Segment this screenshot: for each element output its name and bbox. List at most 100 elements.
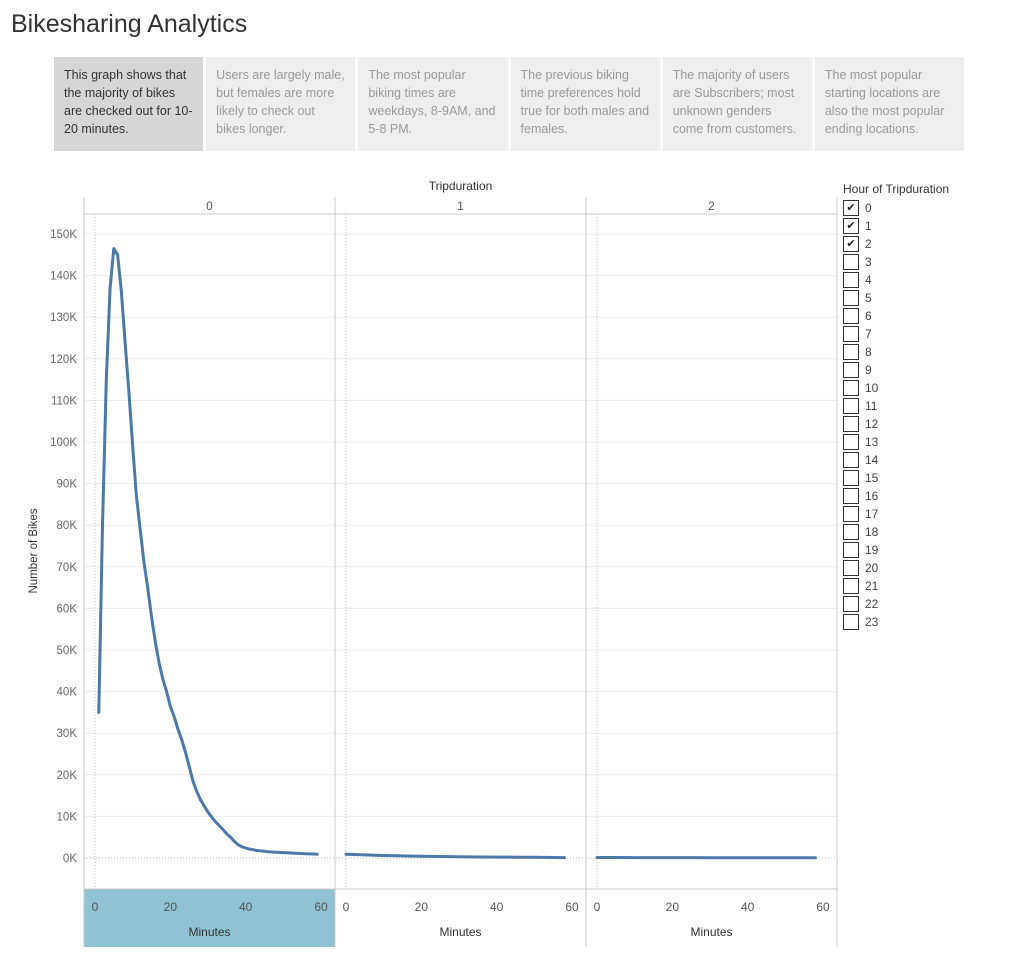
x-tick-label: 60	[565, 900, 579, 914]
hour-filter-item-16[interactable]: 16	[843, 487, 878, 505]
hour-filter-item-17[interactable]: 17	[843, 505, 878, 523]
checkbox-icon[interactable]	[843, 488, 859, 504]
hour-filter-item-2[interactable]: ✔ 2	[843, 235, 878, 253]
hour-filter-item-5[interactable]: 5	[843, 289, 878, 307]
hour-filter-item-19[interactable]: 19	[843, 541, 878, 559]
checkbox-icon[interactable]	[843, 362, 859, 378]
hour-filter-label: 9	[865, 363, 872, 377]
checkbox-icon[interactable]	[843, 290, 859, 306]
x-tick-label: 20	[415, 900, 429, 914]
hour-filter-label: 17	[865, 507, 879, 521]
y-tick-label: 50K	[57, 645, 78, 657]
hour-filter-item-7[interactable]: 7	[843, 325, 878, 343]
checkbox-checked-icon[interactable]: ✔	[843, 218, 859, 234]
checkbox-icon[interactable]	[843, 344, 859, 360]
hour-filter-item-0[interactable]: ✔ 0	[843, 199, 878, 217]
checkbox-checked-icon[interactable]: ✔	[843, 236, 859, 252]
hour-filter-label: 5	[865, 291, 872, 305]
checkbox-icon[interactable]	[843, 380, 859, 396]
hour-filter-item-8[interactable]: 8	[843, 343, 878, 361]
checkbox-icon[interactable]	[843, 578, 859, 594]
x-axis-title: Minutes	[188, 925, 230, 939]
x-axis-title: Minutes	[439, 925, 481, 939]
hour-filter-item-18[interactable]: 18	[843, 523, 878, 541]
checkbox-icon[interactable]	[843, 326, 859, 342]
hour-filter-label: 15	[865, 471, 879, 485]
hour-filter-label: 21	[865, 579, 879, 593]
x-tick-label: 0	[594, 900, 601, 914]
y-tick-label: 60K	[57, 603, 78, 615]
y-tick-label: 20K	[57, 770, 78, 782]
x-tick-label: 60	[816, 900, 830, 914]
hour-filter-item-10[interactable]: 10	[843, 379, 878, 397]
y-tick-label: 40K	[57, 687, 78, 699]
panel-header-label: 0	[206, 199, 213, 213]
hour-filter-label: 22	[865, 597, 879, 611]
x-tick-label: 40	[741, 900, 755, 914]
series-line-hour-0	[97, 247, 319, 856]
story-point-1[interactable]: This graph shows that the majority of bi…	[54, 57, 204, 151]
checkbox-icon[interactable]	[843, 416, 859, 432]
series-line-hour-1	[344, 852, 566, 860]
hour-filter-label: 8	[865, 345, 872, 359]
hour-filter-item-22[interactable]: 22	[843, 595, 878, 613]
hour-filter-label: 20	[865, 561, 879, 575]
hour-filter-label: 4	[865, 273, 872, 287]
hour-filter-item-14[interactable]: 14	[843, 451, 878, 469]
checkbox-icon[interactable]	[843, 308, 859, 324]
y-tick-label: 70K	[57, 562, 78, 574]
hour-filter-label: 0	[865, 201, 872, 215]
column-header-title: Tripduration	[429, 179, 493, 193]
hour-filter-label: 13	[865, 435, 879, 449]
hour-filter-item-9[interactable]: 9	[843, 361, 878, 379]
checkbox-icon[interactable]	[843, 506, 859, 522]
y-tick-label: 120K	[50, 354, 77, 366]
hour-filter-label: 19	[865, 543, 879, 557]
panel-header-label: 1	[457, 199, 464, 213]
x-tick-label: 60	[314, 900, 328, 914]
checkbox-icon[interactable]	[843, 398, 859, 414]
y-tick-label: 0K	[63, 853, 77, 865]
hour-filter-label: 14	[865, 453, 879, 467]
hour-filter-item-23[interactable]: 23	[843, 613, 878, 631]
y-tick-label: 30K	[57, 728, 78, 740]
checkbox-icon[interactable]	[843, 254, 859, 270]
hour-filter-item-6[interactable]: 6	[843, 307, 878, 325]
x-tick-label: 20	[164, 900, 178, 914]
highlighted-axis-band	[84, 889, 335, 947]
checkbox-icon[interactable]	[843, 272, 859, 288]
hour-filter-item-4[interactable]: 4	[843, 271, 878, 289]
hour-filter-item-3[interactable]: 3	[843, 253, 878, 271]
checkbox-checked-icon[interactable]: ✔	[843, 200, 859, 216]
x-tick-label: 20	[666, 900, 680, 914]
hour-filter-label: 18	[865, 525, 879, 539]
checkbox-icon[interactable]	[843, 596, 859, 612]
y-tick-label: 10K	[57, 811, 78, 823]
checkbox-icon[interactable]	[843, 434, 859, 450]
hour-filter-item-15[interactable]: 15	[843, 469, 878, 487]
hour-filter-item-20[interactable]: 20	[843, 559, 878, 577]
checkbox-icon[interactable]	[843, 614, 859, 630]
hour-filter-label: 3	[865, 255, 872, 269]
story-point-2[interactable]: Users are largely male, but females are …	[206, 57, 356, 151]
story-point-3[interactable]: The most popular biking times are weekda…	[358, 57, 508, 151]
hour-filter-label: 6	[865, 309, 872, 323]
story-point-6[interactable]: The most popular starting locations are …	[814, 57, 965, 151]
hour-filter-item-13[interactable]: 13	[843, 433, 878, 451]
hour-filter-item-12[interactable]: 12	[843, 415, 878, 433]
hour-filter-item-11[interactable]: 11	[843, 397, 878, 415]
checkbox-icon[interactable]	[843, 542, 859, 558]
hour-filter-list: ✔ 0 ✔ 1 ✔ 2 3 4 5 6 7 8 9 10 11 12 13 14 15 16 17 18 19 20 21 22 2…	[843, 199, 878, 631]
story-point-5[interactable]: The majority of users are Subscribers; m…	[662, 57, 812, 151]
checkbox-icon[interactable]	[843, 452, 859, 468]
y-tick-label: 100K	[50, 437, 77, 449]
hour-filter-label: 23	[865, 615, 879, 629]
hour-filter-item-1[interactable]: ✔ 1	[843, 217, 878, 235]
checkbox-icon[interactable]	[843, 470, 859, 486]
story-point-4[interactable]: The previous biking time preferences hol…	[510, 57, 660, 151]
checkbox-icon[interactable]	[843, 524, 859, 540]
hour-filter-label: 2	[865, 237, 872, 251]
hour-filter-item-21[interactable]: 21	[843, 577, 878, 595]
checkbox-icon[interactable]	[843, 560, 859, 576]
